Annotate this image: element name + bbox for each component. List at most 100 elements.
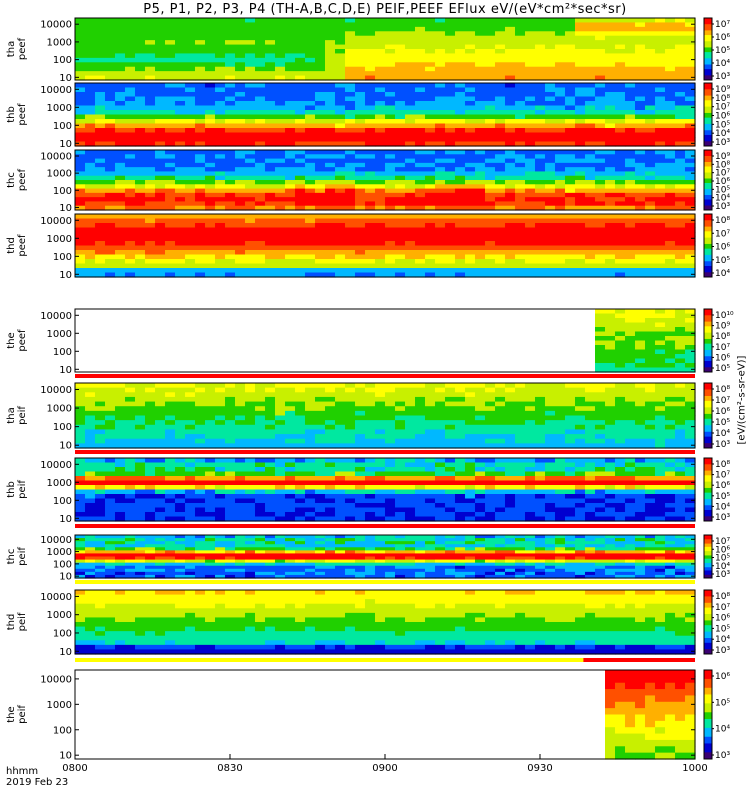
colorbar-segment xyxy=(704,59,712,62)
colorbar-tick-label: 10⁹ xyxy=(715,322,730,332)
colorbar-segment xyxy=(704,223,712,226)
colorbar-segment xyxy=(704,354,712,357)
colorbar-segment xyxy=(704,184,712,187)
panel-ylabel: thb xyxy=(6,106,17,123)
colorbar-segment xyxy=(704,94,712,97)
colorbar-segment xyxy=(704,678,712,682)
colorbar-segment xyxy=(704,178,712,181)
colorbar-segment xyxy=(704,31,712,34)
colorbar-segment xyxy=(704,351,712,354)
colorbar-segment xyxy=(704,698,712,702)
colorbar-segment xyxy=(704,175,712,178)
colorbar-tick-label: 10⁴ xyxy=(715,502,730,512)
colorbar-segment xyxy=(704,234,712,237)
colorbar-segment xyxy=(704,312,712,315)
colorbar-segment xyxy=(704,138,712,141)
colorbar-segment xyxy=(704,641,712,644)
colorbar-segment xyxy=(704,87,712,90)
colorbar-segment xyxy=(704,540,712,542)
colorbar-segment xyxy=(704,631,712,634)
y-tick-label: 10000 xyxy=(40,152,72,163)
colorbar-segment xyxy=(704,215,712,218)
colorbar-tick-label: 10⁶ xyxy=(715,672,730,682)
colorbar-segment xyxy=(704,430,712,433)
colorbar-segment xyxy=(704,193,712,196)
colorbar-frame xyxy=(703,457,713,522)
colorbar-segment xyxy=(704,128,712,131)
colorbar-segment xyxy=(704,426,712,429)
y-tick-label: 10 xyxy=(59,139,72,150)
panel-ylabel: peif xyxy=(17,480,28,499)
colorbar-segment xyxy=(704,205,712,208)
colorbar-segment xyxy=(704,491,712,494)
colorbar-segment xyxy=(704,438,712,441)
colorbar-segment xyxy=(704,338,712,341)
colorbar-segment xyxy=(704,596,712,599)
colorbar-segment xyxy=(704,342,712,345)
colorbar-segment xyxy=(704,360,712,364)
colorbar-segment xyxy=(704,707,712,711)
colorbar-segment xyxy=(704,334,712,337)
colorbar-tick-label: 10⁶ xyxy=(715,545,730,555)
colorbar-segment xyxy=(704,649,712,652)
colorbar-tick-label: 10³ xyxy=(715,513,730,523)
colorbar-segment xyxy=(704,56,712,59)
colorbar-segment xyxy=(704,217,712,220)
panel-ylabel: peef xyxy=(17,37,28,60)
y-tick-label: 100 xyxy=(53,252,72,263)
colorbar-segment xyxy=(704,353,712,356)
colorbar-segment xyxy=(704,610,712,613)
colorbar-segment xyxy=(704,337,712,340)
colorbar-segment xyxy=(704,218,712,221)
colorbar-segment xyxy=(704,639,712,642)
y-tick-label: 1000 xyxy=(47,329,72,340)
colorbar-segment xyxy=(704,221,712,224)
colorbar-tick-label: 10⁷ xyxy=(715,20,730,30)
panel-ylabel: thd xyxy=(6,614,17,631)
colorbar-segment xyxy=(704,349,712,353)
colorbar-segment xyxy=(704,100,712,103)
colorbar-segment xyxy=(704,345,712,348)
colorbar-segment xyxy=(704,502,712,505)
x-tick-label: 0900 xyxy=(372,763,397,774)
colorbar-segment xyxy=(704,269,712,272)
colorbar-segment xyxy=(704,544,712,547)
colorbar-segment xyxy=(704,536,712,538)
colorbar-segment xyxy=(704,66,712,69)
panel-ylabel: peif xyxy=(17,547,28,566)
colorbar-segment xyxy=(704,309,712,312)
colorbar-segment xyxy=(704,710,712,713)
colorbar-segment xyxy=(704,505,712,508)
colorbar-segment xyxy=(704,546,712,549)
colorbar-tick-label: 10³ xyxy=(715,138,730,148)
colorbar-segment xyxy=(704,741,712,744)
panel-ylabel: peef xyxy=(17,329,28,352)
colorbar-segment xyxy=(704,607,712,610)
colorbar-segment xyxy=(704,747,712,751)
colorbar-segment xyxy=(704,364,712,367)
colorbar-segment xyxy=(704,251,712,254)
colorbar-segment xyxy=(704,84,712,87)
colorbar-segment xyxy=(704,331,712,334)
y-tick-label: 1000 xyxy=(47,610,72,621)
panel-ylabel: peif xyxy=(17,705,28,724)
colorbar-segment xyxy=(704,346,712,349)
colorbar-segment xyxy=(704,458,712,461)
colorbar-segment xyxy=(704,604,712,607)
colorbar-segment xyxy=(704,593,712,596)
y-tick-label: 10 xyxy=(59,647,72,658)
y-tick-label: 10000 xyxy=(40,20,72,31)
colorbar-segment xyxy=(704,514,712,517)
colorbar-segment xyxy=(704,62,712,65)
colorbar-segment xyxy=(704,703,712,707)
colorbar-segment xyxy=(704,226,712,229)
colorbar-segment xyxy=(704,572,712,575)
colorbar-segment xyxy=(704,548,712,551)
colorbar-segment xyxy=(704,497,712,500)
colorbar-segment xyxy=(704,232,712,235)
colorbar-segment xyxy=(704,638,712,641)
colorbar-segment xyxy=(704,598,712,601)
colorbar-segment xyxy=(704,612,712,615)
colorbar-segment xyxy=(704,599,712,602)
